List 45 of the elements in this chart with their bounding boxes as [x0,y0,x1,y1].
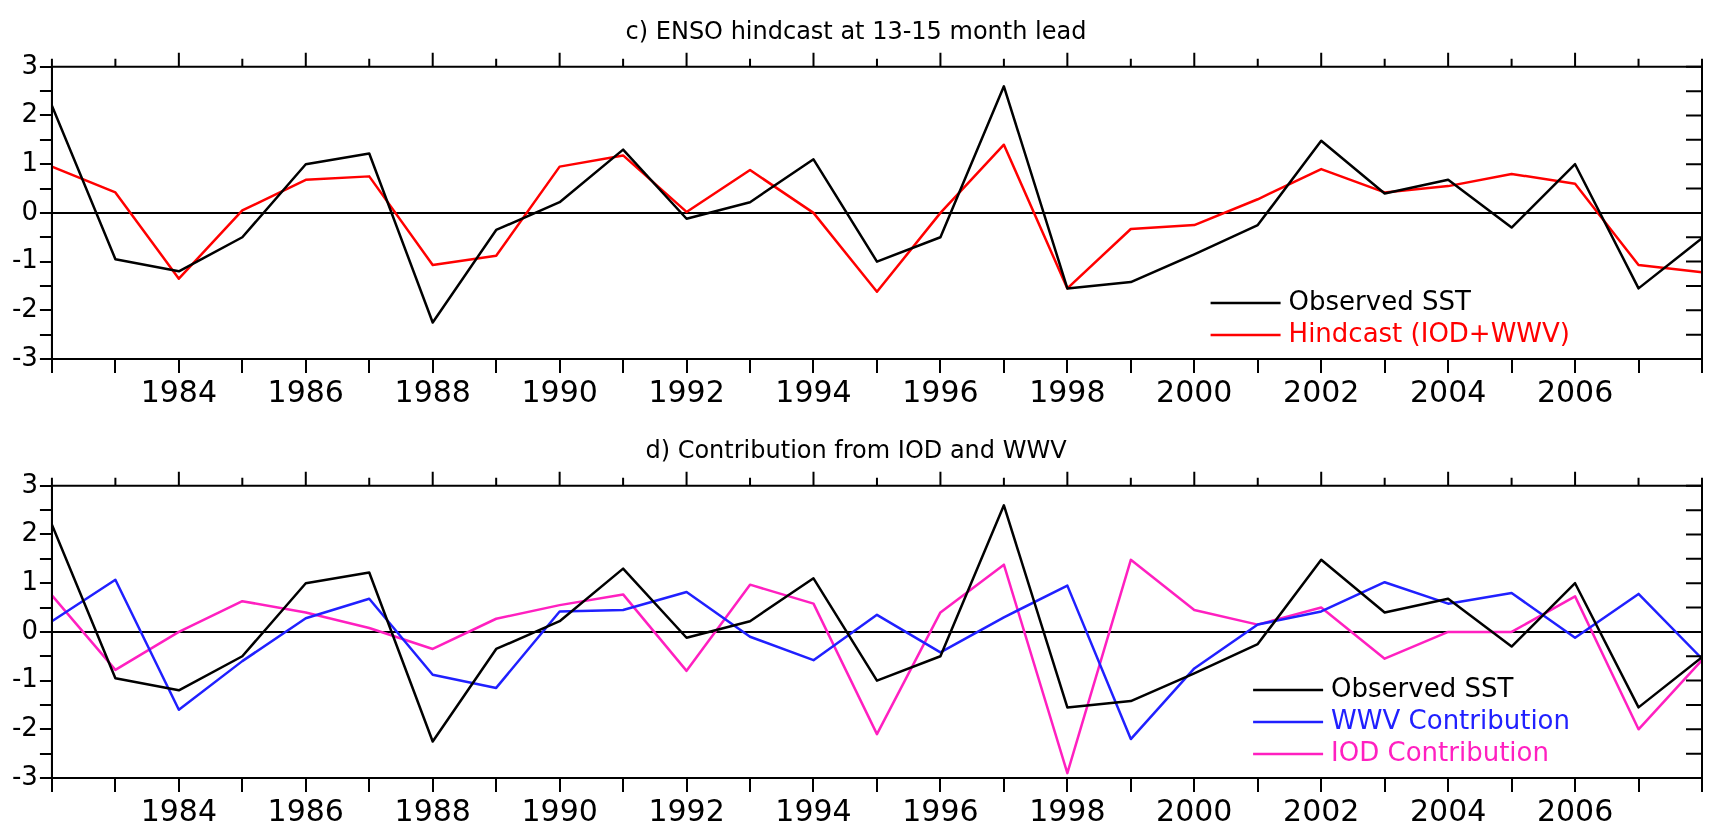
y-tick-label: 0 [21,614,38,645]
x-tick-label: 1998 [1029,373,1106,409]
y-tick-label: 1 [21,146,38,177]
y-tick-label: -2 [11,712,38,743]
x-tick-label: 2000 [1156,792,1233,828]
y-tick-label: 3 [21,49,38,80]
x-tick-label: 1998 [1029,792,1106,828]
x-tick-label: 1984 [140,373,218,409]
chart-title: c) ENSO hindcast at 13-15 month lead [625,16,1087,45]
legend-label: WWV Contribution [1331,704,1571,735]
x-tick-label: 1988 [394,373,471,409]
x-tick-label: 1996 [902,373,979,409]
x-tick-label: 2002 [1283,792,1360,828]
y-tick-label: 2 [21,98,38,129]
y-tick-label: -3 [11,760,38,791]
y-tick-label: 0 [21,195,38,226]
y-tick-label: -2 [11,293,38,324]
x-tick-label: 1996 [902,792,979,828]
x-tick-label: 2006 [1536,373,1614,409]
y-tick-label: -1 [11,244,38,275]
legend-label: IOD Contribution [1331,736,1549,767]
y-tick-label: 3 [21,468,38,499]
x-tick-label: 2004 [1409,373,1487,409]
x-tick-label: 1990 [521,373,598,409]
legend-label: Hindcast (IOD+WWV) [1288,317,1570,348]
x-tick-label: 2006 [1536,792,1614,828]
x-tick-label: 1992 [648,792,725,828]
x-tick-label: 1992 [648,373,725,409]
x-tick-label: 1994 [775,792,852,828]
x-tick-label: 1988 [394,792,471,828]
x-tick-label: 2002 [1283,373,1360,409]
x-tick-label: 1990 [521,792,598,828]
legend-label: Observed SST [1288,285,1471,316]
y-tick-label: -1 [11,663,38,694]
y-tick-label: 2 [21,517,38,548]
chart-title: d) Contribution from IOD and WWV [645,435,1068,464]
y-tick-label: -3 [11,341,38,372]
legend-label: Observed SST [1331,672,1514,703]
x-tick-label: 1984 [140,792,218,828]
x-tick-label: 1994 [775,373,852,409]
y-tick-label: 1 [21,565,38,596]
x-tick-label: 2004 [1409,792,1487,828]
x-tick-label: 2000 [1156,373,1233,409]
x-tick-label: 1986 [267,373,344,409]
x-tick-label: 1986 [267,792,344,828]
